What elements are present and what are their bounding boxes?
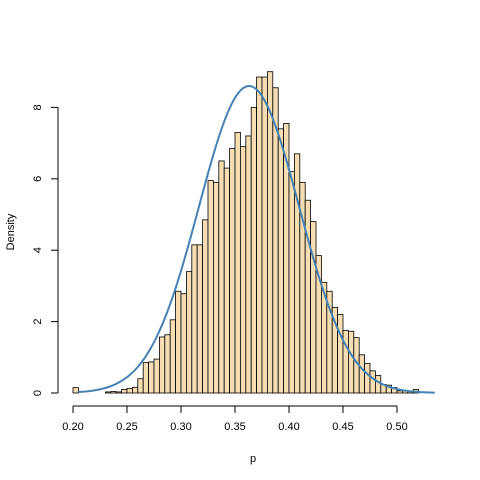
x-tick-label: 0.25 [116, 421, 137, 433]
histogram-bar [175, 290, 182, 394]
y-axis-ticks: 0 2 4 6 8 [32, 104, 58, 396]
histogram-bars [72, 71, 420, 394]
x-tick-label: 0.20 [62, 421, 83, 433]
histogram-bar [234, 131, 241, 394]
y-axis-title: Density [5, 213, 17, 250]
histogram-bar [180, 293, 187, 394]
histogram-bar [153, 358, 160, 394]
histogram-bar [131, 386, 139, 394]
histogram-bar [364, 362, 371, 394]
histogram-bar [142, 362, 149, 394]
histogram-bar [358, 354, 366, 394]
histogram-bar [250, 107, 257, 394]
histogram-bar [288, 171, 295, 394]
histogram-bar [245, 135, 252, 394]
x-axis-ticks: 0.20 0.25 0.30 0.35 0.40 0.45 0.50 [62, 406, 408, 433]
histogram-bar [72, 387, 79, 394]
histogram-bar [212, 181, 220, 394]
x-tick-label: 0.35 [224, 421, 245, 433]
y-tick-label: 6 [32, 176, 44, 182]
histogram-bar [105, 391, 112, 394]
histogram-bar [110, 391, 117, 394]
y-tick-label: 2 [32, 319, 44, 325]
x-axis-title: p [250, 453, 256, 465]
x-tick-label: 0.45 [332, 421, 353, 433]
histogram-bar [202, 219, 209, 394]
x-tick-label: 0.50 [386, 421, 407, 433]
density-curve [78, 84, 435, 394]
histogram-bar [369, 370, 376, 394]
histogram-bar [310, 221, 317, 394]
histogram-bar [185, 271, 193, 394]
y-tick-label: 0 [32, 390, 44, 396]
histogram-bar [115, 391, 122, 394]
histogram-bar [207, 180, 214, 394]
y-tick-label: 4 [32, 247, 44, 253]
histogram-bar [347, 330, 355, 394]
histogram-bar [266, 71, 274, 394]
y-tick-label: 8 [32, 104, 44, 110]
histogram-bar [158, 336, 166, 394]
histogram-bar [191, 244, 198, 394]
histogram-bar [396, 390, 403, 394]
histogram-bar [337, 314, 344, 394]
x-tick-label: 0.30 [170, 421, 191, 433]
histogram-bar [196, 244, 203, 394]
histogram-bar [164, 334, 171, 394]
histogram-bar [277, 128, 285, 394]
histogram-bar [229, 148, 236, 394]
histogram-bar [261, 76, 268, 394]
histogram-bar [169, 319, 176, 394]
histogram-bar [121, 389, 128, 394]
histogram-bar [239, 146, 247, 394]
histogram-bar [137, 378, 144, 394]
histogram-bar [223, 167, 230, 394]
histogram-bar [126, 387, 133, 394]
x-tick-label: 0.40 [278, 421, 299, 433]
histogram-bar [218, 160, 225, 394]
histogram-bar [256, 76, 263, 394]
histogram-bar [374, 375, 382, 394]
histogram-bar [148, 361, 155, 394]
